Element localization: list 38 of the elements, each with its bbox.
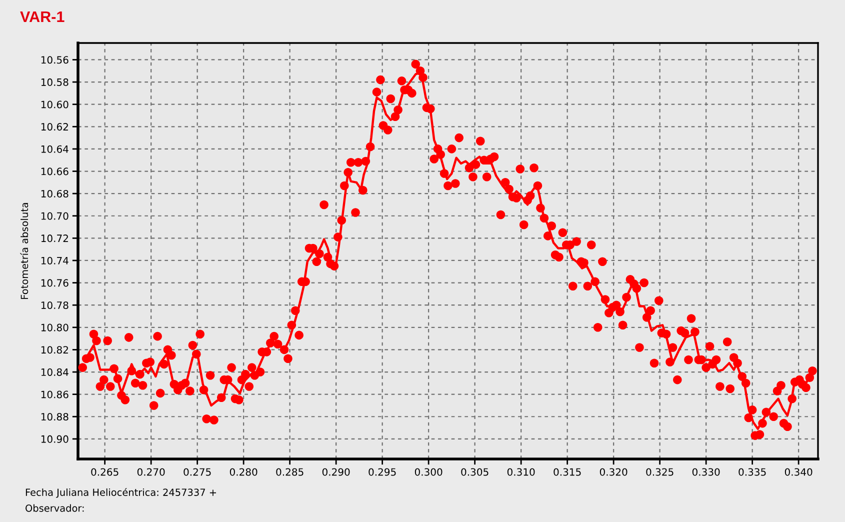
x-tick-label: 0.310: [507, 468, 535, 476]
x-tick-label: 0.280: [230, 468, 258, 476]
x-tick-label: 0.265: [91, 468, 118, 476]
y-axis-title: Fotometría absoluta: [20, 203, 28, 299]
y-tick-label: 10.90: [41, 435, 68, 443]
x-tick-label: 0.320: [600, 468, 628, 476]
x-tick-label: 0.285: [276, 468, 304, 476]
y-tick-label: 10.84: [41, 368, 68, 376]
x-tick-label: 0.270: [137, 468, 165, 476]
y-tick-label: 10.70: [41, 212, 68, 220]
x-tick-label: 0.300: [414, 468, 442, 476]
x-tick-label: 0.330: [692, 468, 720, 476]
text: Observador:: [26, 504, 84, 512]
y-tick-label: 10.88: [41, 412, 68, 421]
x-tick-label: 0.290: [322, 468, 350, 476]
y-tick-label: 10.74: [41, 256, 68, 264]
y-tick-label: 10.56: [41, 56, 68, 64]
x-tick-label: 0.335: [738, 468, 766, 476]
y-tick-label: 10.80: [41, 324, 68, 332]
y-tick-label: 10.60: [41, 100, 68, 108]
y-tick-label: 10.78: [41, 301, 68, 310]
y-tick-label: 10.58: [41, 78, 68, 86]
y-tick-label: 10.68: [41, 190, 68, 198]
x-tick-label: 0.325: [646, 468, 674, 476]
x-axis-title: Fecha Juliana Heliocéntrica: 2457337 +: [26, 488, 216, 498]
x-tick-label: 0.295: [368, 468, 396, 476]
y-tick-label: 10.76: [41, 279, 68, 287]
y-tick-label: 10.86: [41, 390, 68, 398]
y-tick-label: 10.66: [41, 168, 68, 176]
chart-title: VAR-1: [20, 11, 64, 22]
x-tick-label: 0.275: [184, 468, 211, 476]
x-tick-label: 0.305: [461, 468, 488, 476]
x-tick-label: 0.315: [554, 468, 581, 476]
x-tick-label: 0.340: [784, 468, 812, 476]
y-tick-label: 10.72: [41, 234, 68, 242]
y-tick-label: 10.82: [41, 346, 68, 354]
y-tick-label: 10.62: [41, 123, 68, 131]
y-tick-label: 10.64: [41, 145, 68, 153]
